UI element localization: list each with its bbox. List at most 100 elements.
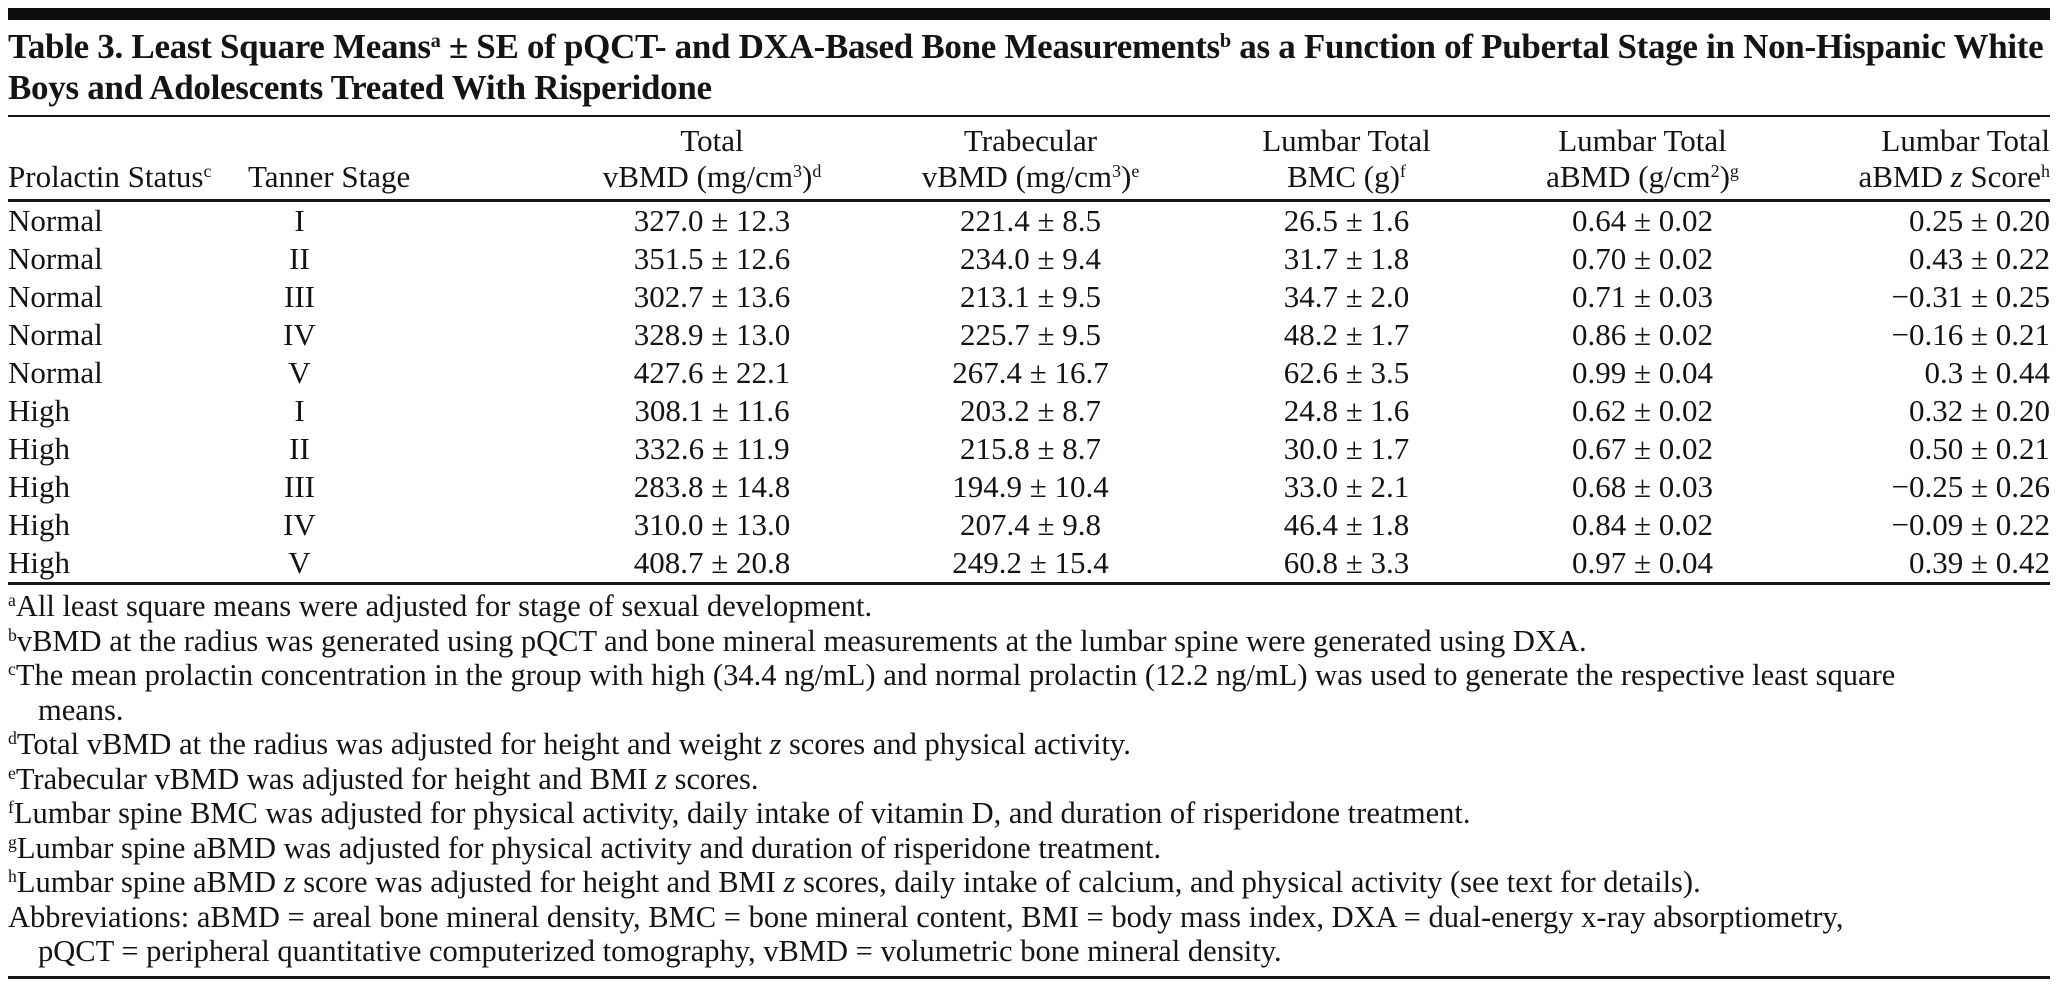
cell-total-vbmd: 427.6 ± 22.1 [633, 355, 791, 390]
cell-trabecular-vbmd: 267.4 ± 16.7 [952, 355, 1109, 390]
footnote: cThe mean prolactin concentration in the… [8, 658, 1918, 727]
table-row: Normal IV 328.9 ± 13.0 225.7 ± 9.5 48.2 … [8, 316, 2050, 354]
cell-tanner-stage: I [294, 203, 305, 238]
cell-lumbar-abmd-z: −0.25 ± 0.26 [1891, 469, 2051, 504]
footnote: gLumbar spine aBMD was adjusted for phys… [8, 831, 1918, 866]
footnote-text: Total vBMD at the radius was adjusted fo… [16, 727, 1131, 761]
cell-lumbar-abmd: 0.67 ± 0.02 [1571, 431, 1713, 466]
cell-lumbar-abmd-z: 0.3 ± 0.44 [1924, 355, 2050, 390]
cell-prolactin-status: High [8, 507, 70, 542]
cell-lumbar-abmd-z: 0.50 ± 0.21 [1908, 431, 2050, 466]
cell-prolactin-status: Normal [8, 241, 103, 276]
table-row: High V 408.7 ± 20.8 249.2 ± 15.4 60.8 ± … [8, 544, 2050, 585]
cell-total-vbmd: 408.7 ± 20.8 [471, 544, 865, 585]
abbreviations-note: Abbreviations: aBMD = areal bone mineral… [8, 900, 1918, 969]
footnote: aAll least square means were adjusted fo… [8, 589, 1918, 624]
cell-lumbar-abmd: 0.99 ± 0.04 [1571, 355, 1713, 390]
cell-prolactin-status: High [8, 544, 248, 585]
cell-lumbar-abmd: 0.84 ± 0.02 [1571, 507, 1713, 542]
header-line1: Lumbar Total [1558, 123, 1727, 158]
table-row: Normal II 351.5 ± 12.6 234.0 ± 9.4 31.7 … [8, 240, 2050, 278]
cell-tanner-stage: I [294, 393, 305, 428]
cell-tanner-stage: III [284, 469, 315, 504]
cell-tanner-stage: III [284, 279, 315, 314]
footnote: dTotal vBMD at the radius was adjusted f… [8, 727, 1918, 762]
header-row: Prolactin Statusc Tanner Stage Total vBM… [8, 117, 2050, 202]
footnote-text: Lumbar spine aBMD z score was adjusted f… [16, 865, 1701, 899]
cell-prolactin-status: Normal [8, 279, 103, 314]
table-title: Table 3. Least Square Meansa ± SE of pQC… [8, 26, 2050, 117]
table-row: High I 308.1 ± 11.6 203.2 ± 8.7 24.8 ± 1… [8, 392, 2050, 430]
cell-tanner-stage: IV [283, 507, 316, 542]
cell-lumbar-bmc: 46.4 ± 1.8 [1283, 507, 1410, 542]
bone-measurements-table: Prolactin Statusc Tanner Stage Total vBM… [8, 117, 2050, 585]
cell-total-vbmd: 283.8 ± 14.8 [633, 469, 791, 504]
header-lumbar-abmd-z: Lumbar Total aBMD z Scoreh [1788, 117, 2050, 202]
cell-lumbar-bmc: 33.0 ± 2.1 [1283, 469, 1410, 504]
cell-total-vbmd: 308.1 ± 11.6 [634, 393, 790, 428]
footnote-marker: e [8, 762, 16, 783]
cell-prolactin-status: Normal [8, 203, 103, 238]
header-line2: aBMD (g/cm2)g [1546, 159, 1739, 194]
header-line1: Trabecular [963, 123, 1098, 158]
footnote-marker: b [8, 624, 17, 645]
cell-lumbar-abmd-z: −0.09 ± 0.22 [1891, 507, 2051, 542]
cell-lumbar-abmd-z: −0.16 ± 0.21 [1891, 317, 2051, 352]
table-row: High IV 310.0 ± 13.0 207.4 ± 9.8 46.4 ± … [8, 506, 2050, 544]
cell-prolactin-status: High [8, 431, 70, 466]
footnote-marker: h [8, 866, 17, 887]
cell-lumbar-bmc: 48.2 ± 1.7 [1283, 317, 1410, 352]
cell-lumbar-bmc: 24.8 ± 1.6 [1283, 393, 1410, 428]
header-trabecular-vbmd: Trabecular vBMD (mg/cm3)e [865, 117, 1196, 202]
cell-tanner-stage: II [289, 241, 310, 276]
cell-trabecular-vbmd: 203.2 ± 8.7 [959, 393, 1101, 428]
cell-total-vbmd: 310.0 ± 13.0 [633, 507, 791, 542]
cell-trabecular-vbmd: 215.8 ± 8.7 [959, 431, 1101, 466]
table-row: High II 332.6 ± 11.9 215.8 ± 8.7 30.0 ± … [8, 430, 2050, 468]
journal-table-figure: Table 3. Least Square Meansa ± SE of pQC… [8, 8, 2050, 979]
footnote-text: The mean prolactin concentration in the … [15, 658, 1896, 727]
footnote-text: Lumbar spine BMC was adjusted for physic… [13, 796, 1471, 830]
cell-lumbar-abmd-z: 0.32 ± 0.20 [1908, 393, 2050, 428]
footnote: hLumbar spine aBMD z score was adjusted … [8, 865, 1918, 900]
cell-tanner-stage: II [289, 431, 310, 466]
cell-trabecular-vbmd: 234.0 ± 9.4 [959, 241, 1101, 276]
cell-lumbar-abmd: 0.68 ± 0.03 [1571, 469, 1713, 504]
cell-lumbar-abmd: 0.70 ± 0.02 [1571, 241, 1713, 276]
cell-lumbar-abmd: 0.64 ± 0.02 [1571, 203, 1713, 238]
header-prolactin-status: Prolactin Statusc [8, 117, 248, 202]
header-tanner-stage: Tanner Stage [248, 117, 471, 202]
cell-lumbar-bmc: 31.7 ± 1.8 [1283, 241, 1410, 276]
footnote-text: Lumbar spine aBMD was adjusted for physi… [16, 830, 1162, 865]
table-row: High III 283.8 ± 14.8 194.9 ± 10.4 33.0 … [8, 468, 2050, 506]
header-line2: vBMD (mg/cm3)e [921, 159, 1140, 194]
cell-prolactin-status: Normal [8, 355, 103, 390]
header-line2: vBMD (mg/cm3)d [602, 159, 822, 194]
footnotes-block: aAll least square means were adjusted fo… [8, 589, 1918, 969]
footnote-marker: c [8, 659, 16, 680]
cell-lumbar-abmd: 0.86 ± 0.02 [1571, 317, 1713, 352]
cell-lumbar-abmd-z: −0.31 ± 0.25 [1891, 279, 2051, 314]
footnote-marker: a [8, 590, 16, 611]
cell-total-vbmd: 332.6 ± 11.9 [634, 431, 790, 466]
cell-lumbar-abmd-z: 0.43 ± 0.22 [1908, 241, 2050, 276]
cell-prolactin-status: High [8, 393, 70, 428]
cell-total-vbmd: 327.0 ± 12.3 [633, 203, 791, 238]
cell-lumbar-abmd-z: 0.39 ± 0.42 [1788, 544, 2050, 585]
cell-trabecular-vbmd: 221.4 ± 8.5 [959, 203, 1101, 238]
cell-trabecular-vbmd: 213.1 ± 9.5 [959, 279, 1101, 314]
header-line2: BMC (g)f [1287, 159, 1406, 194]
header-line1: Lumbar Total [1262, 123, 1431, 158]
cell-prolactin-status: High [8, 469, 70, 504]
header-lumbar-bmc: Lumbar Total BMC (g)f [1196, 117, 1497, 202]
cell-lumbar-bmc: 60.8 ± 3.3 [1196, 544, 1497, 585]
header-line2: aBMD z Scoreh [1858, 159, 2050, 194]
footnote-text: Trabecular vBMD was adjusted for height … [15, 761, 759, 796]
table-row: Normal I 327.0 ± 12.3 221.4 ± 8.5 26.5 ±… [8, 201, 2050, 241]
cell-trabecular-vbmd: 225.7 ± 9.5 [959, 317, 1101, 352]
cell-lumbar-abmd: 0.97 ± 0.04 [1497, 544, 1788, 585]
footnote: eTrabecular vBMD was adjusted for height… [8, 762, 1918, 797]
footnote-marker: d [8, 728, 17, 749]
header-lumbar-abmd: Lumbar Total aBMD (g/cm2)g [1497, 117, 1788, 202]
cell-trabecular-vbmd: 207.4 ± 9.8 [959, 507, 1101, 542]
